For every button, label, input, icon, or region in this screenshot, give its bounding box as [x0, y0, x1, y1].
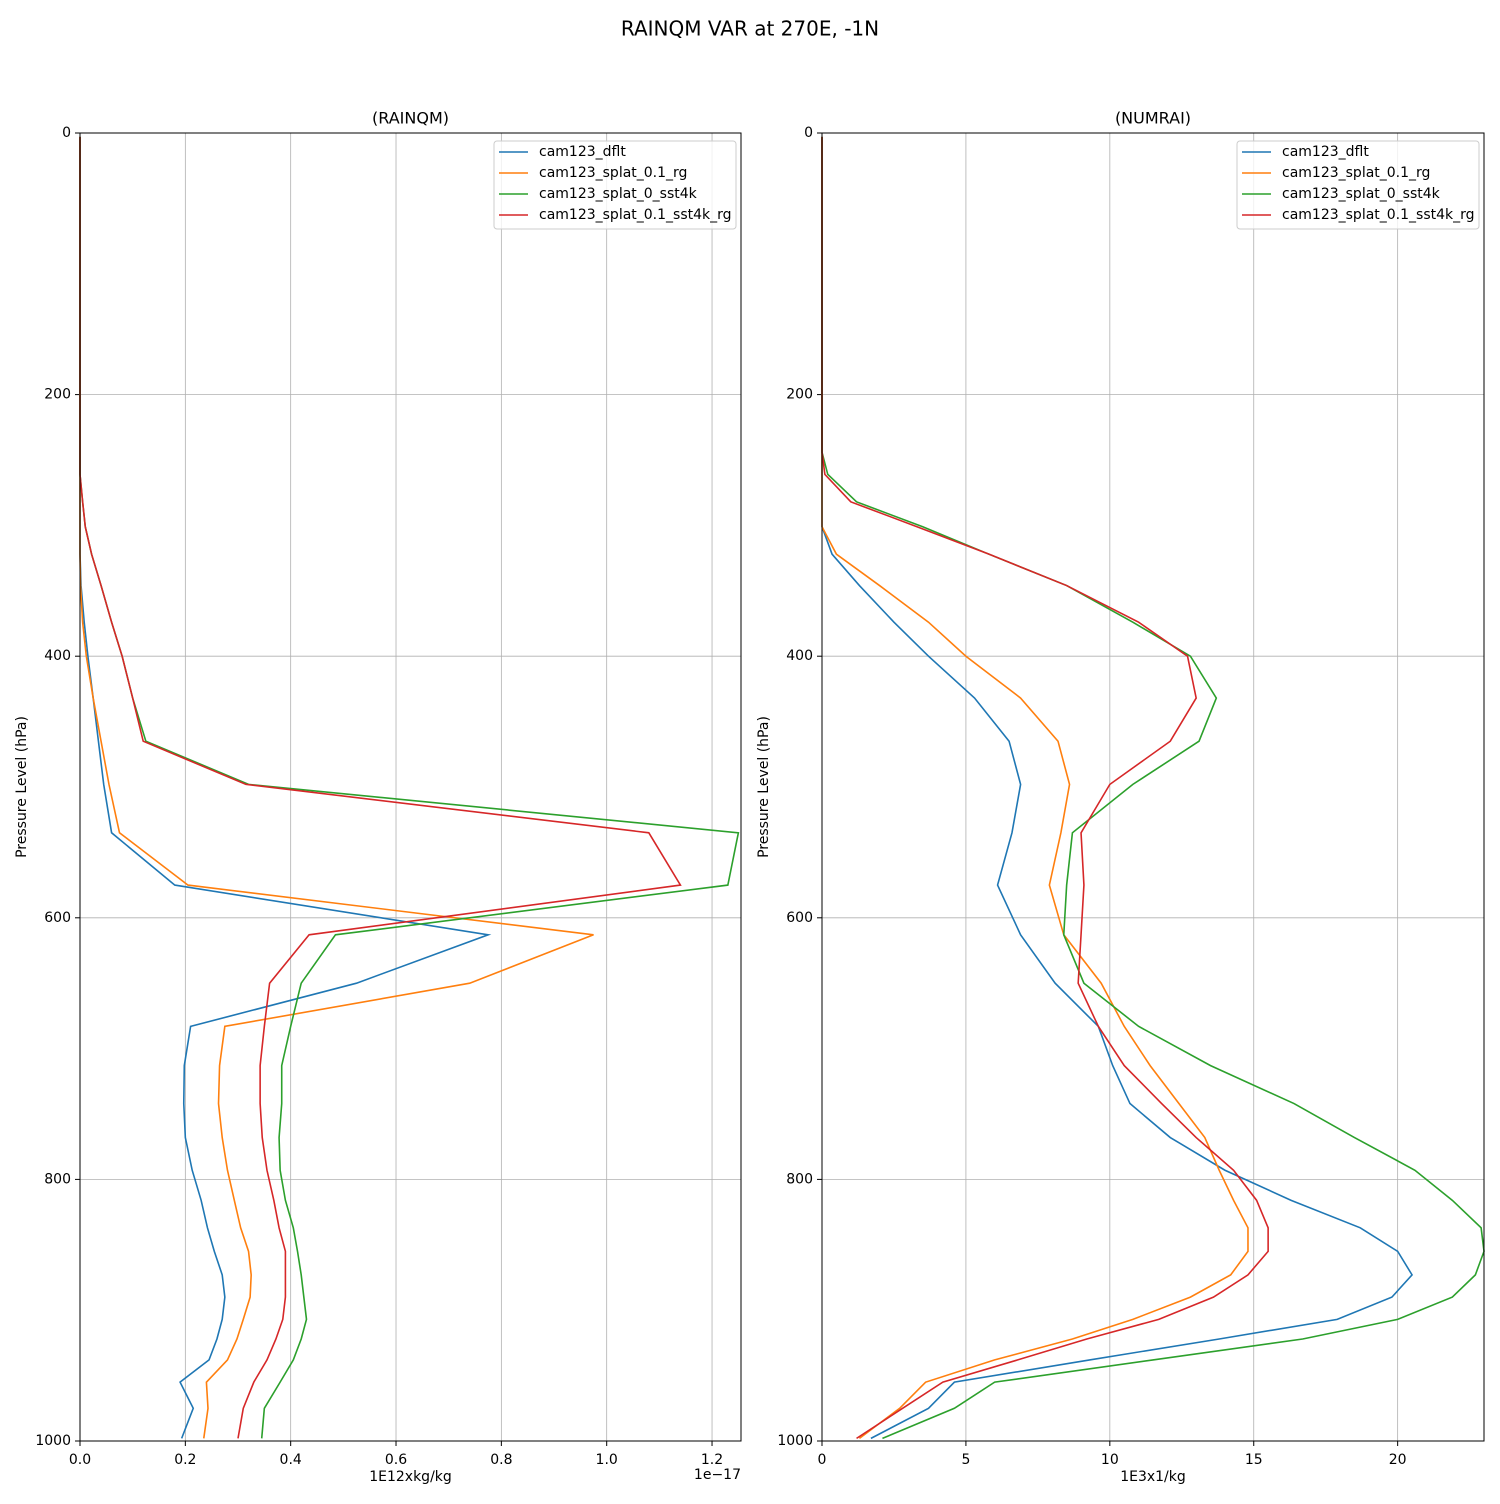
legend-label: cam123_splat_0.1_sst4k_rg [539, 207, 732, 223]
figure-title: RAINQM VAR at 270E, -1N [621, 17, 879, 41]
plot-frame [79, 132, 742, 1442]
y-tick-label: 200 [44, 387, 71, 403]
series-line [79, 136, 682, 1439]
x-tick-label: 5 [961, 1452, 970, 1468]
y-tick-label: 600 [786, 910, 813, 926]
y-tick-label: 600 [44, 910, 71, 926]
legend-label: cam123_dflt [539, 144, 626, 160]
series-line [821, 136, 1249, 1440]
y-tick-label: 0 [804, 125, 813, 141]
x-tick-label: 1.2 [701, 1452, 723, 1468]
x-tick-label: 0.0 [69, 1452, 91, 1468]
x-offset-label: 1e−17 [694, 1467, 741, 1483]
y-tick-label: 400 [44, 648, 71, 664]
x-tick-label: 10 [1101, 1452, 1119, 1468]
x-tick-label: 15 [1245, 1452, 1263, 1468]
series-line [821, 136, 1414, 1440]
x-tick-label: 0 [818, 1452, 827, 1468]
panel: 0.0 0.2 0.4 0.6 0.8 1.0 1.2 0 200 400 600 800 1000 (R… [14, 109, 742, 1485]
x-tick-label: 20 [1389, 1452, 1407, 1468]
panel-title: (NUMRAI) [1115, 109, 1191, 128]
x-axis-label: 1E12xkg/kg [369, 1469, 452, 1485]
panel-title: (RAINQM) [372, 109, 449, 128]
series-line [821, 136, 1269, 1440]
y-tick-label: 200 [786, 387, 813, 403]
y-axis-label: Pressure Level (hPa) [14, 716, 30, 858]
x-axis-label: 1E3x1/kg [1120, 1469, 1186, 1485]
x-tick-label: 0.8 [490, 1452, 512, 1468]
x-tick-label: 0.2 [174, 1452, 196, 1468]
legend-label: cam123_dflt [1282, 144, 1369, 160]
legend-label: cam123_splat_0_sst4k [1282, 186, 1441, 202]
y-tick-label: 0 [62, 125, 71, 141]
y-tick-label: 400 [786, 648, 813, 664]
legend-label: cam123_splat_0.1_rg [1282, 165, 1430, 181]
y-tick-label: 1000 [35, 1433, 71, 1449]
panel: 0 5 10 15 2002004006008001000(NUMRAI)1E3x1/k… [756, 109, 1485, 1485]
legend-label: cam123_splat_0.1_rg [539, 165, 687, 181]
series-line [79, 136, 594, 1439]
x-tick-label: 0.4 [280, 1452, 302, 1468]
legend-box [493, 140, 737, 230]
y-tick-label: 1000 [777, 1433, 813, 1449]
series-line [79, 136, 740, 1439]
plot-frame [821, 132, 1485, 1442]
y-axis-label: Pressure Level (hPa) [756, 716, 772, 858]
x-tick-label: 0.6 [385, 1452, 407, 1468]
y-tick-label: 800 [786, 1171, 813, 1187]
x-tick-label: 1.0 [596, 1452, 618, 1468]
legend-box [1236, 140, 1480, 230]
legend-label: cam123_splat_0.1_sst4k_rg [1282, 207, 1475, 223]
y-tick-label: 800 [44, 1171, 71, 1187]
legend-label: cam123_splat_0_sst4k [539, 186, 698, 202]
